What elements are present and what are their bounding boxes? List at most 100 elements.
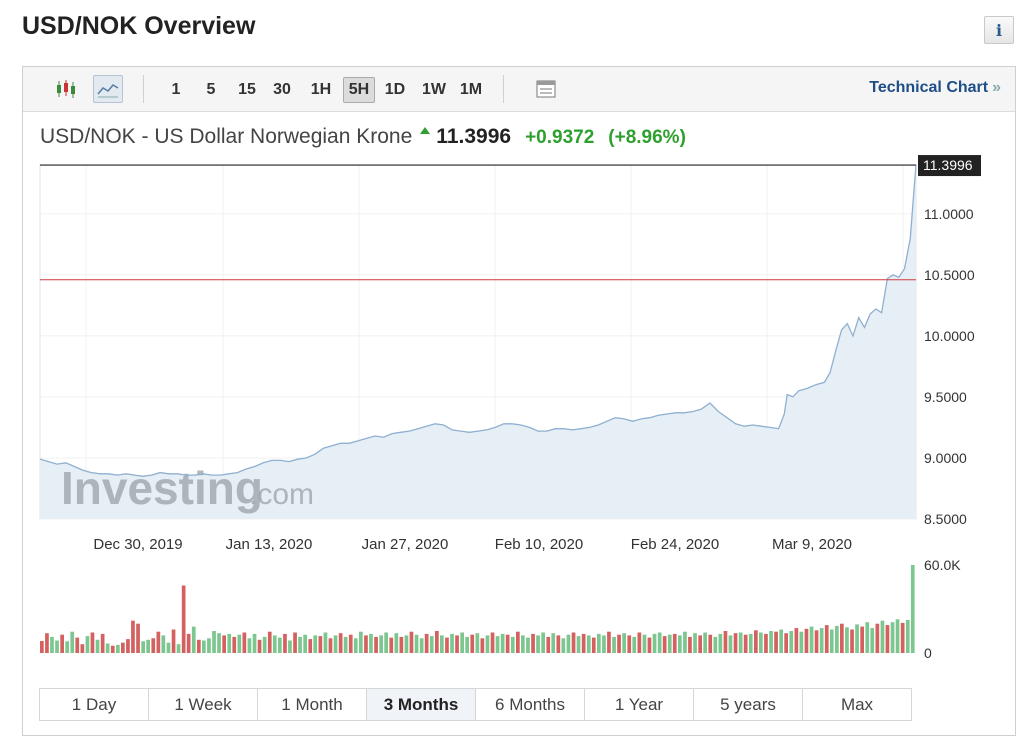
y-tick-label: 10.0000: [924, 328, 975, 344]
volume-bar: [283, 633, 287, 653]
volume-bar: [217, 633, 221, 653]
volume-bar: [181, 585, 186, 653]
investing-watermark-suffix: .com: [249, 478, 314, 511]
interval-1d[interactable]: 1D: [384, 81, 406, 98]
volume-bar: [237, 634, 242, 653]
volume-bar: [318, 636, 323, 653]
volume-bar: [121, 642, 125, 653]
volume-bar: [759, 632, 763, 653]
volume-bar: [394, 633, 399, 653]
volume-bar: [718, 633, 723, 653]
volume-bar: [131, 620, 135, 653]
volume-bar: [900, 622, 905, 653]
volume-bar: [586, 635, 591, 653]
volume-bar: [561, 638, 566, 653]
interval-5h[interactable]: 5H: [343, 77, 375, 103]
volume-bar: [895, 619, 900, 653]
volume-bar: [65, 641, 69, 653]
price-line: [39, 164, 917, 477]
volume-bar: [505, 634, 510, 653]
technical-chart-label: Technical Chart: [869, 79, 989, 96]
volume-bar: [232, 636, 237, 653]
volume-bar: [50, 636, 54, 653]
volume-bar: [171, 629, 176, 653]
table-settings-icon[interactable]: [531, 75, 561, 103]
volume-bar: [536, 635, 540, 653]
interval-1[interactable]: 1: [171, 81, 181, 98]
volume-bar: [55, 640, 59, 653]
volume-bar: [905, 620, 910, 653]
volume-bar: [364, 635, 368, 653]
line-chart-icon[interactable]: [93, 75, 123, 103]
volume-bar: [429, 636, 434, 653]
volume-bar: [303, 634, 307, 653]
volume-bar: [151, 638, 156, 653]
volume-bar: [333, 635, 338, 653]
volume-bar: [379, 635, 383, 653]
technical-chart-link[interactable]: Technical Chart»: [869, 79, 1001, 97]
volume-bar: [804, 628, 809, 653]
volume-bar: [708, 634, 713, 653]
volume-bar: [597, 633, 601, 653]
price-chart[interactable]: 11.0000 10.5000 10.0000 9.5000 9.0000 8.5000 I…: [23, 67, 1015, 682]
volume-min-label: 0: [924, 645, 932, 661]
volume-bar: [607, 631, 611, 653]
volume-bar: [369, 633, 373, 653]
range-1-day[interactable]: 1 Day: [40, 689, 149, 720]
volume-bar: [516, 631, 520, 653]
volume-bar: [288, 640, 292, 653]
range-5-years[interactable]: 5 years: [694, 689, 803, 720]
x-tick-label: Dec 30, 2019: [93, 536, 182, 553]
interval-30[interactable]: 30: [273, 81, 291, 98]
volume-bar: [890, 622, 895, 653]
volume-bar: [313, 635, 318, 653]
volume-bar: [642, 634, 647, 653]
volume-bar: [754, 630, 758, 653]
volume-bar: [374, 636, 378, 653]
volume-bar: [637, 632, 642, 653]
volume-bar: [693, 633, 697, 653]
volume-bar: [490, 632, 495, 653]
up-arrow-icon: [420, 127, 431, 134]
volume-bar: [298, 636, 302, 653]
range-3-months[interactable]: 3 Months: [367, 689, 476, 720]
volume-bar: [799, 631, 804, 653]
volume-bar: [455, 635, 459, 653]
volume-bar: [855, 624, 859, 653]
y-tick-label: 9.5000: [924, 389, 967, 405]
instrument-header: USD/NOK - US Dollar Norwegian Krone 11.39…: [40, 125, 686, 149]
volume-bar: [156, 631, 161, 653]
range-max[interactable]: Max: [803, 689, 911, 720]
interval-1h[interactable]: 1H: [310, 81, 332, 98]
volume-bar: [116, 644, 120, 653]
info-button[interactable]: i: [984, 16, 1014, 44]
volume-bar: [581, 633, 586, 653]
x-tick-label: Jan 13, 2020: [226, 536, 313, 553]
volume-bar: [323, 632, 328, 653]
x-tick-label: Feb 24, 2020: [631, 536, 719, 553]
range-1-month[interactable]: 1 Month: [258, 689, 367, 720]
interval-5[interactable]: 5: [206, 81, 216, 98]
interval-15[interactable]: 15: [238, 81, 256, 98]
range-1-week[interactable]: 1 Week: [149, 689, 258, 720]
volume-bar: [794, 628, 799, 653]
volume-bar: [435, 631, 439, 653]
candlestick-icon[interactable]: [51, 75, 81, 103]
volume-bar: [267, 631, 272, 653]
volume-bar: [566, 634, 571, 653]
volume-bar: [419, 638, 424, 653]
volume-bar: [257, 639, 262, 653]
range-6-months[interactable]: 6 Months: [476, 689, 585, 720]
volume-bar: [875, 623, 880, 653]
volume-bar: [551, 633, 556, 653]
last-price: 11.3996: [436, 125, 512, 148]
double-chevron-right-icon: »: [992, 79, 1001, 96]
interval-1w[interactable]: 1W: [422, 81, 446, 98]
volume-bar: [809, 626, 814, 653]
volume-bar: [500, 633, 505, 653]
interval-1m[interactable]: 1M: [459, 81, 483, 98]
range-1-year[interactable]: 1 Year: [585, 689, 694, 720]
volume-bar: [870, 628, 875, 653]
volume-bar: [789, 631, 794, 653]
instrument-name: USD/NOK - US Dollar Norwegian Krone: [40, 125, 413, 148]
